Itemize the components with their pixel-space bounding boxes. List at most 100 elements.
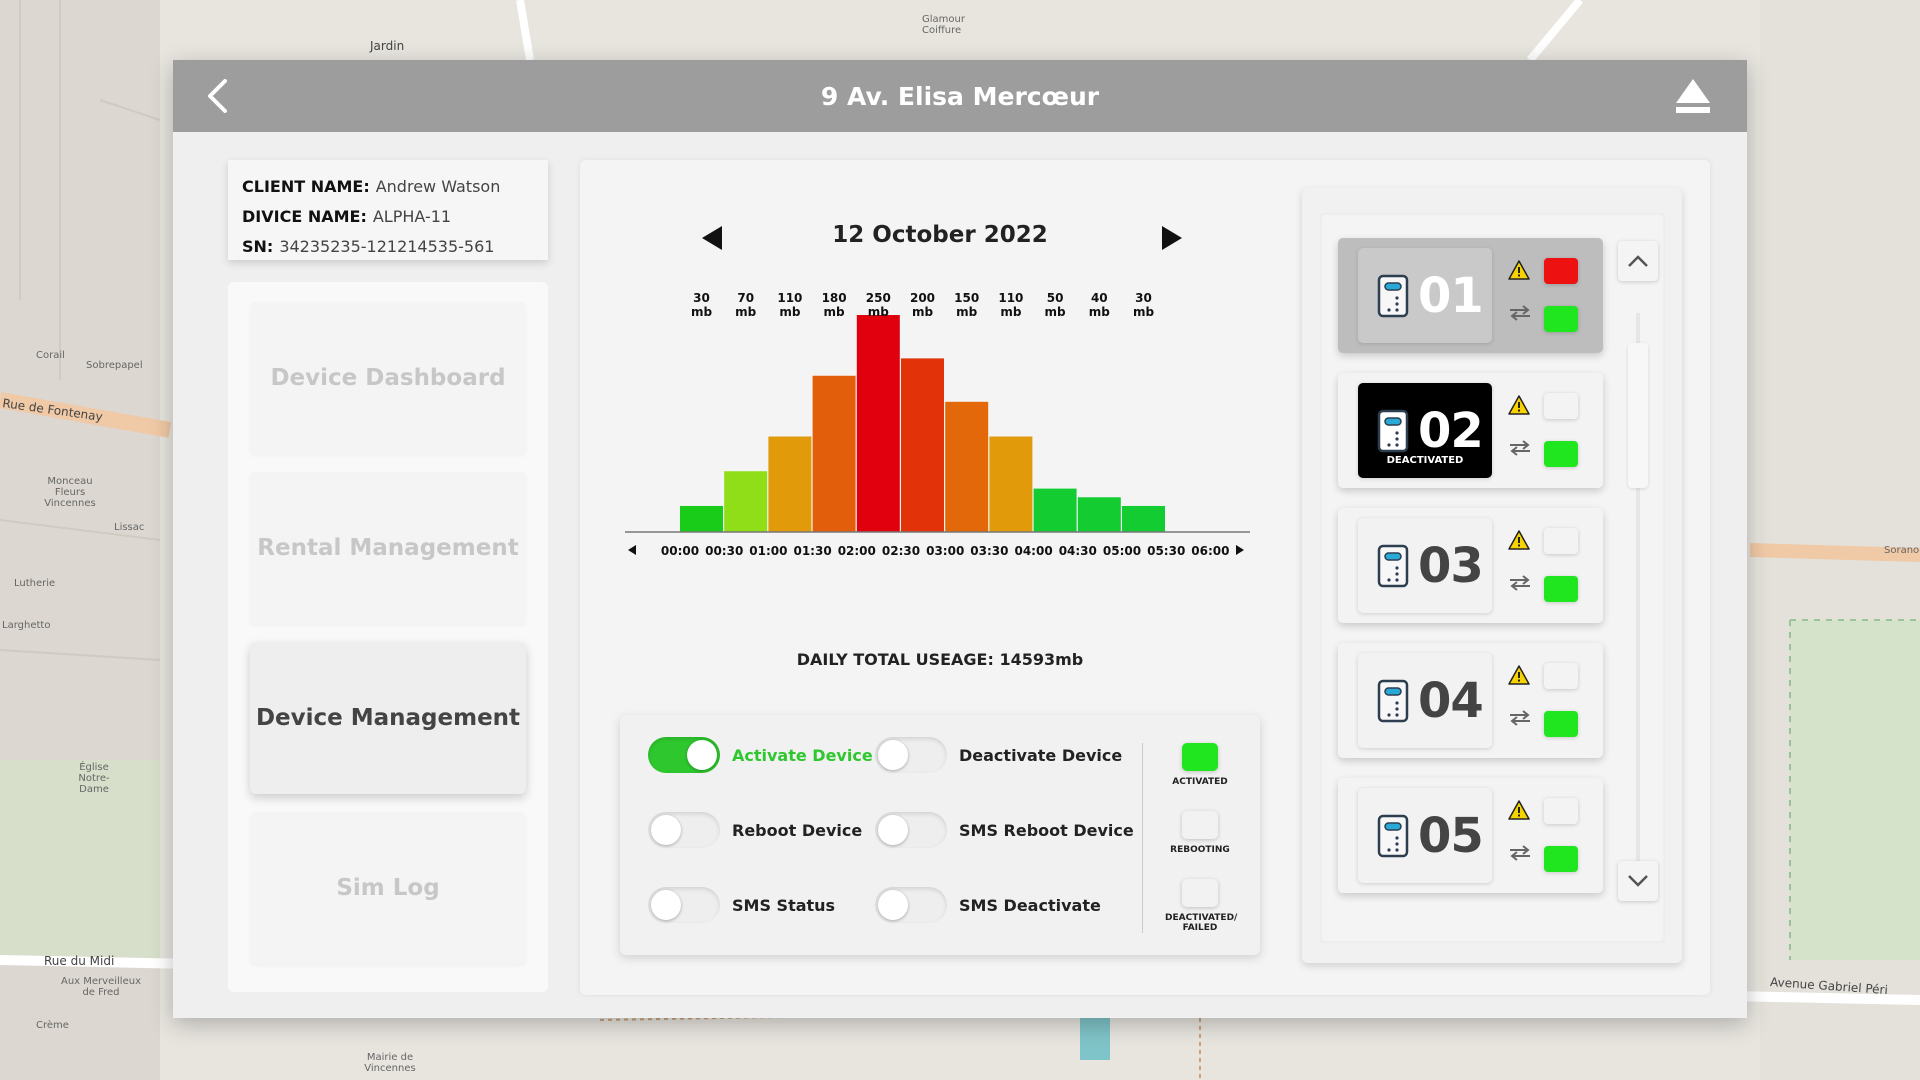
map-label: Monceau Fleurs Vincennes (44, 476, 96, 509)
map-label: Jardin (370, 39, 405, 53)
nav-device-management[interactable]: Device Management (250, 642, 526, 794)
sidebar-nav: Device Dashboard Rental Management Devic… (228, 282, 548, 992)
sn-value: 34235235-121214535-561 (279, 237, 495, 256)
axis-prev-arrow[interactable] (628, 545, 636, 555)
chart-bar (856, 315, 900, 532)
activate-device-toggle[interactable]: Activate Device (648, 737, 873, 773)
deactivate-device-toggle[interactable]: Deactivate Device (875, 737, 1122, 773)
x-tick-label: 03:00 (926, 544, 964, 558)
bar-unit-label: mb (956, 305, 978, 319)
client-info-card: CLIENT NAME: Andrew Watson DIVICE NAME: AL… (228, 160, 548, 260)
chart-bar (812, 375, 856, 532)
device-card-03[interactable]: 03 (1338, 508, 1603, 623)
device-number: 02 (1418, 402, 1484, 459)
device-tile[interactable]: 03 (1358, 518, 1492, 613)
map-label: Crème (36, 1020, 69, 1031)
sms-deactivate-toggle[interactable]: SMS Deactivate (875, 887, 1101, 923)
status-label: DEACTIVATED/ FAILED (1165, 913, 1238, 933)
status-indicator-top (1544, 663, 1578, 689)
device-number: 05 (1418, 807, 1484, 864)
scroll-thumb[interactable] (1628, 343, 1648, 488)
device-card-05[interactable]: 05 (1338, 778, 1603, 893)
eject-button[interactable] (1673, 76, 1713, 116)
map-label: Lutherie (14, 578, 56, 589)
x-tick-label: 05:00 (1103, 544, 1141, 558)
status-indicator-bottom (1544, 846, 1578, 872)
sms-reboot-device-toggle[interactable]: SMS Reboot Device (875, 812, 1134, 848)
bar-unit-label: mb (735, 305, 757, 319)
toggle-switch[interactable] (875, 812, 947, 848)
bar-unit-label: mb (912, 305, 934, 319)
bar-value-label: 110 (998, 291, 1023, 305)
nav-device-dashboard[interactable]: Device Dashboard (250, 302, 526, 454)
x-tick-label: 06:00 (1191, 544, 1229, 558)
warning-icon (1508, 665, 1530, 690)
device-card-02[interactable]: 02 DEACTIVATED (1338, 373, 1603, 488)
bar-value-label: 30 (693, 291, 710, 305)
x-tick-label: 05:30 (1147, 544, 1185, 558)
bar-unit-label: mb (1045, 305, 1067, 319)
deactivate-device-label: Deactivate Device (959, 745, 1123, 765)
device-list-panel: 01 02 DEACTIVATED 03 04 05 (1302, 188, 1682, 963)
swap-icon (1508, 574, 1532, 598)
chart-bar (1122, 505, 1165, 532)
toggle-switch[interactable] (648, 737, 720, 773)
device-tile[interactable]: 02 DEACTIVATED (1358, 383, 1492, 478)
axis-next-arrow[interactable] (1236, 545, 1244, 555)
device-number: 01 (1418, 267, 1484, 324)
sms-status-toggle[interactable]: SMS Status (648, 887, 835, 923)
device-number: 04 (1418, 672, 1484, 729)
status-deactivated-failed: DEACTIVATED/ FAILED (1160, 879, 1240, 933)
bar-value-label: 30 (1135, 291, 1152, 305)
chart-bar (901, 358, 944, 532)
client-name-label: CLIENT NAME: (242, 177, 370, 196)
bar-unit-label: mb (1133, 305, 1155, 319)
deactivated-label: DEACTIVATED (1386, 455, 1464, 466)
warning-icon (1508, 395, 1530, 420)
chart-bar (724, 471, 768, 532)
device-tile[interactable]: 01 (1358, 248, 1492, 343)
toggle-switch[interactable] (875, 887, 947, 923)
reboot-device-toggle[interactable]: Reboot Device (648, 812, 862, 848)
scroll-up-button[interactable] (1618, 241, 1658, 281)
bar-unit-label: mb (779, 305, 801, 319)
status-indicator (1182, 811, 1218, 839)
scroll-down-button[interactable] (1618, 861, 1658, 901)
map-label: Aux Merveilleux de Fred (61, 976, 141, 998)
nav-sim-log[interactable]: Sim Log (250, 812, 526, 964)
client-name-value: Andrew Watson (375, 177, 501, 196)
x-tick-label: 04:30 (1059, 544, 1097, 558)
chart-bar (680, 505, 723, 532)
status-indicator-top (1544, 798, 1578, 824)
sms-status-label: SMS Status (732, 895, 836, 915)
header-bar: 9 Av. Elisa Mercœur (173, 60, 1747, 132)
next-date-button[interactable] (1162, 226, 1182, 250)
toggle-switch[interactable] (648, 887, 720, 923)
map-label: Larghetto (2, 620, 51, 631)
toggle-switch[interactable] (875, 737, 947, 773)
status-label: REBOOTING (1170, 845, 1230, 855)
bar-value-label: 50 (1047, 291, 1064, 305)
device-tile[interactable]: 05 (1358, 788, 1492, 883)
x-tick-label: 04:00 (1014, 544, 1052, 558)
reboot-device-label: Reboot Device (732, 820, 863, 840)
prev-date-button[interactable] (702, 226, 722, 250)
map-label: Corail (36, 350, 65, 361)
chart-bar (768, 436, 812, 532)
device-card-01[interactable]: 01 (1338, 238, 1603, 353)
status-rebooting: REBOOTING (1160, 811, 1240, 855)
x-tick-label: 00:30 (705, 544, 743, 558)
bar-value-label: 40 (1091, 291, 1108, 305)
back-button[interactable] (201, 78, 237, 114)
device-controls: Activate Device Deactivate Device Reboot… (620, 715, 1260, 955)
toggle-switch[interactable] (648, 812, 720, 848)
x-tick-label: 02:30 (882, 544, 920, 558)
device-card-04[interactable]: 04 (1338, 643, 1603, 758)
scroll-track[interactable] (1636, 313, 1640, 873)
nav-rental-management[interactable]: Rental Management (250, 472, 526, 624)
bar-unit-label: mb (868, 305, 890, 319)
device-tile[interactable]: 04 (1358, 653, 1492, 748)
swap-icon (1508, 844, 1532, 868)
status-indicator-bottom (1544, 306, 1578, 332)
page-title: 9 Av. Elisa Mercœur (820, 81, 1100, 111)
